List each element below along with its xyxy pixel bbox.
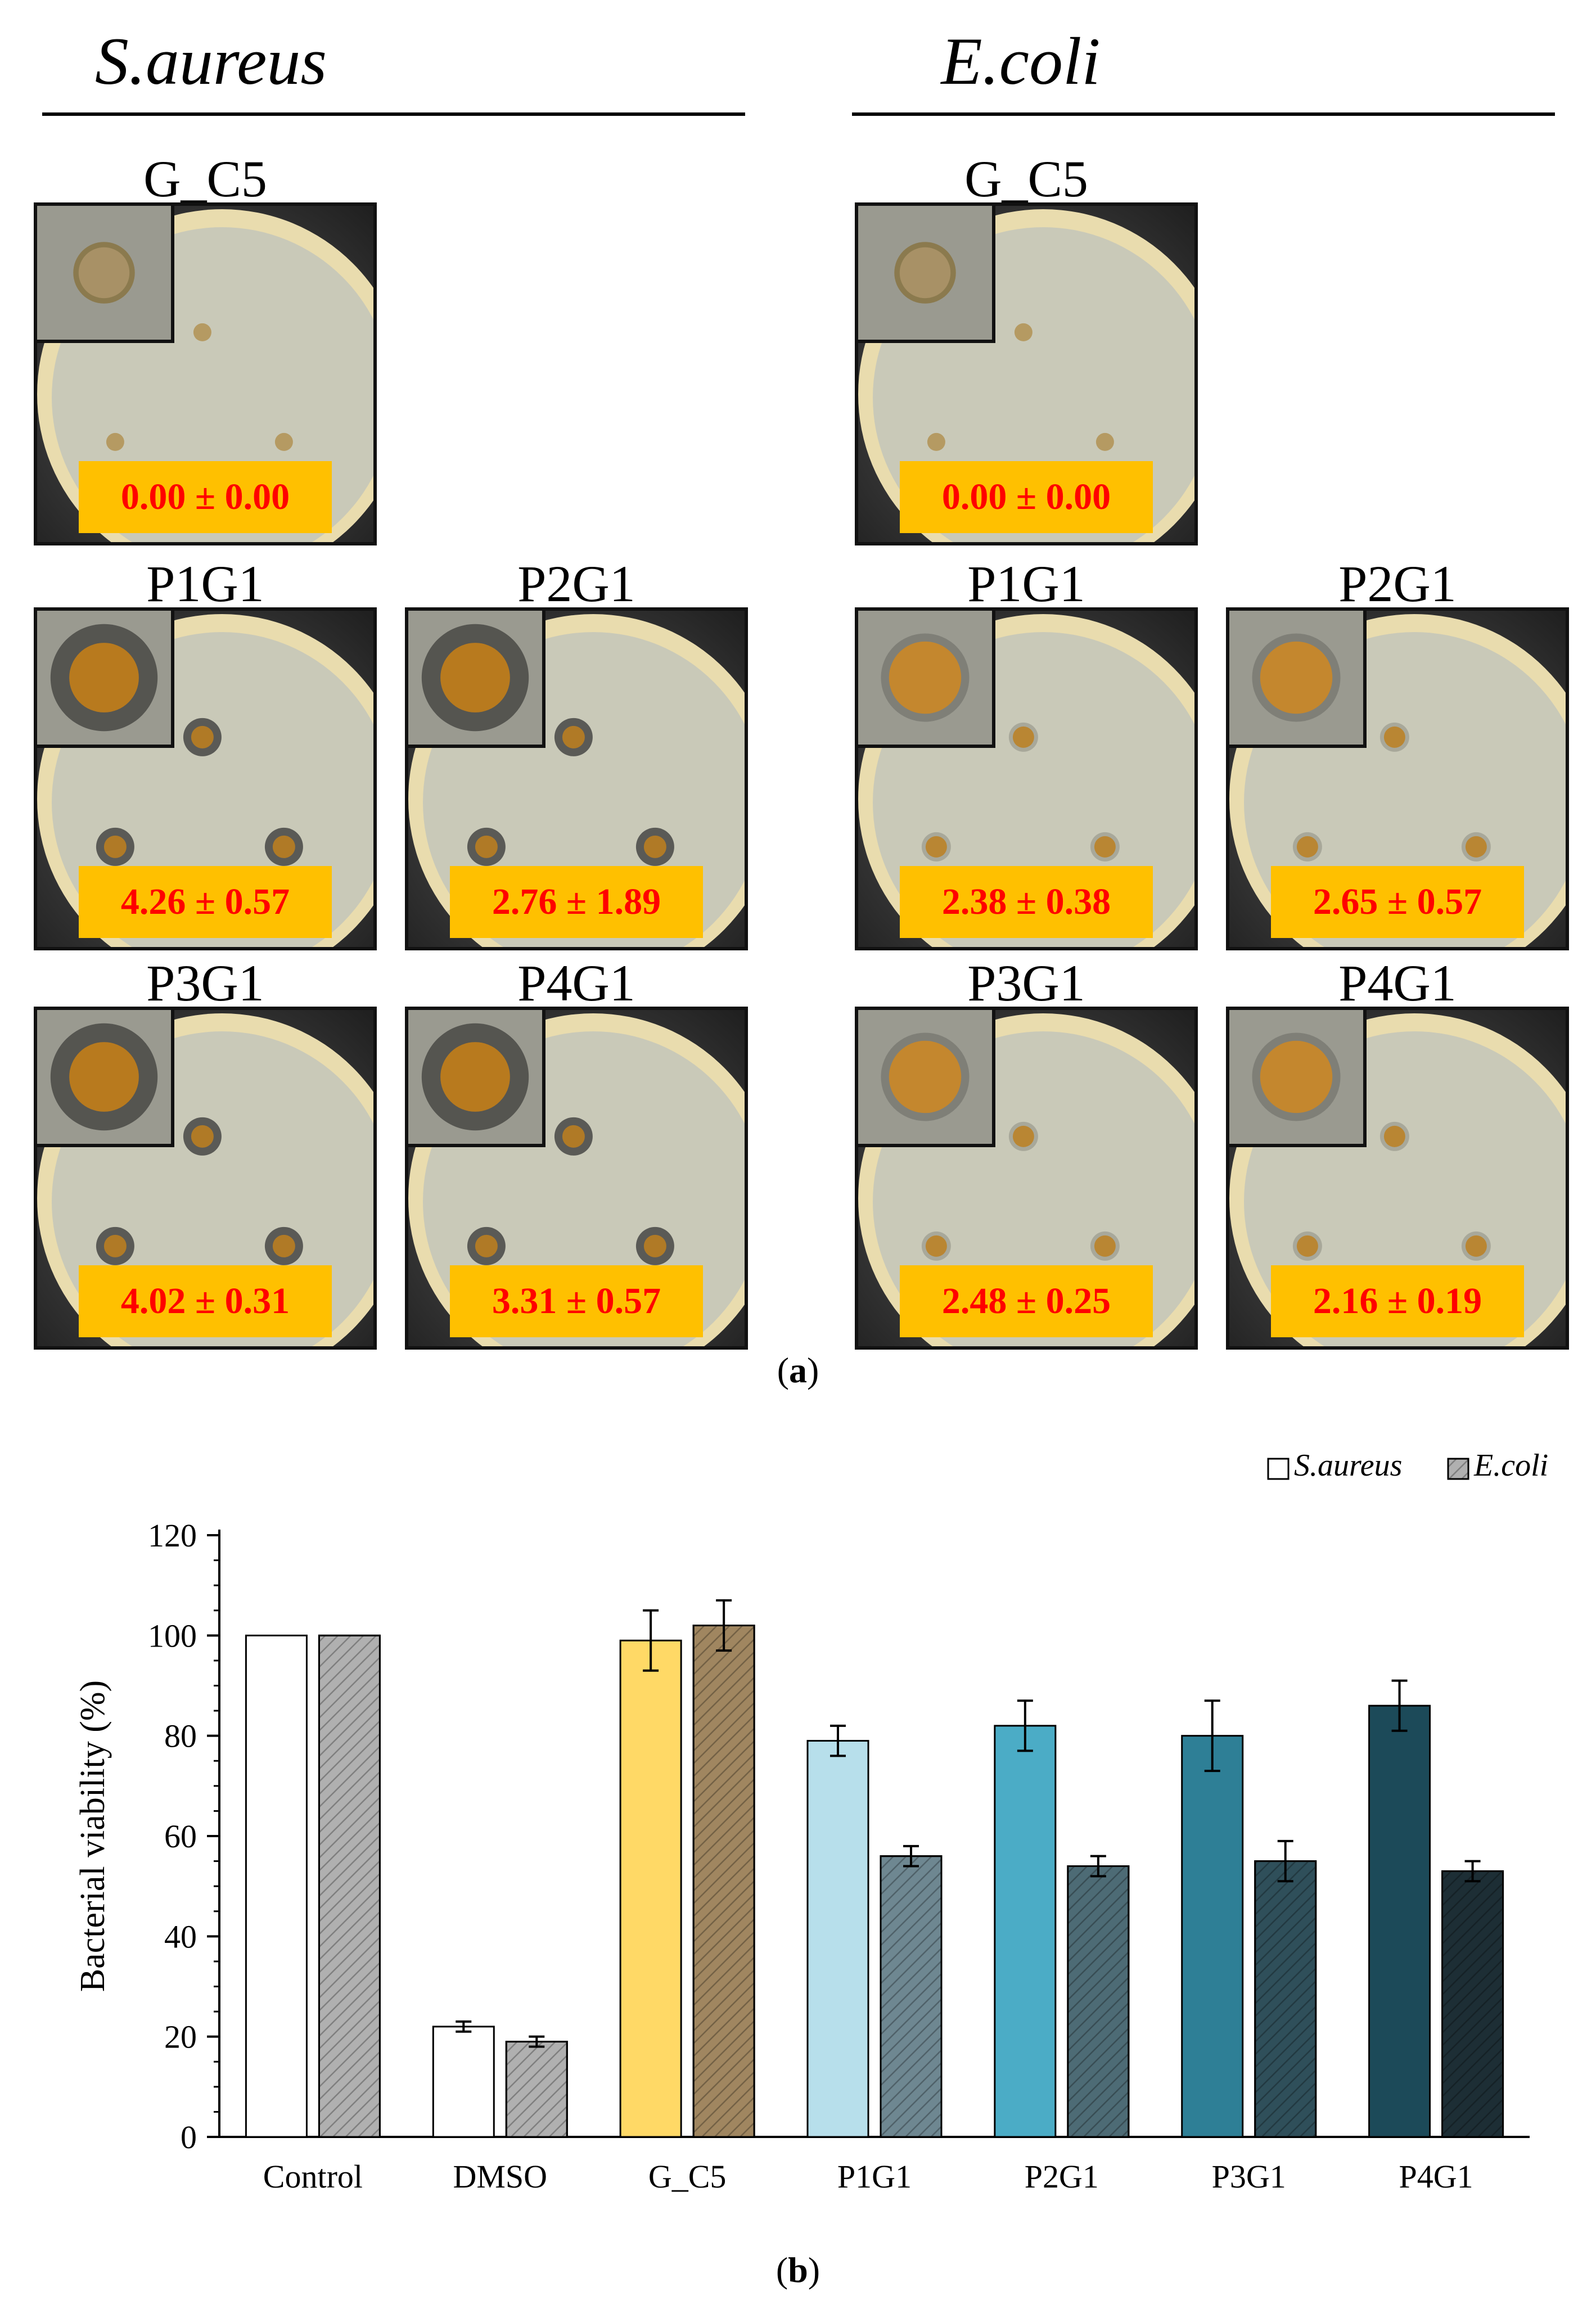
x-tick-label: P2G1: [1025, 2158, 1099, 2195]
y-axis-label: Bacterial viability (%): [74, 1680, 112, 1992]
y-tick-label: 40: [164, 1918, 197, 1955]
well-zoom-inset: [1226, 607, 1367, 748]
well-zoom-inset: [855, 202, 995, 343]
bar-hatch-overlay: [1067, 1865, 1130, 2138]
inhibition-zone-value: 2.38 ± 0.38: [900, 866, 1153, 938]
inhibition-zone-value: 2.16 ± 0.19: [1271, 1265, 1524, 1337]
well-zoom-inset: [1226, 1007, 1367, 1147]
bar-hatch-overlay: [505, 2041, 568, 2138]
y-tick-label: 60: [164, 1818, 197, 1855]
inhibition-zone-value: 3.31 ± 0.57: [450, 1265, 703, 1337]
well-zoom-inset: [855, 1007, 995, 1147]
bar-saureus: [619, 1639, 682, 2138]
bar-hatch-overlay: [692, 1625, 755, 2138]
inhibition-zone-value: 2.48 ± 0.25: [900, 1265, 1153, 1337]
x-tick-label: Control: [263, 2158, 363, 2195]
bar-hatch-overlay: [1254, 1860, 1317, 2138]
plate-label: P3G1: [146, 954, 264, 1012]
y-tick-label: 0: [181, 2119, 197, 2155]
bar-saureus: [245, 1634, 308, 2138]
bar-saureus: [432, 2026, 495, 2138]
x-tick-label: G_C5: [648, 2158, 727, 2195]
well-zoom-inset: [34, 1007, 174, 1147]
x-tick-label: P4G1: [1399, 2158, 1473, 2195]
plate-label: P1G1: [967, 555, 1085, 612]
species-title-rule: [42, 112, 745, 116]
inhibition-zone-value: 4.02 ± 0.31: [79, 1265, 332, 1337]
inhibition-zone-value: 0.00 ± 0.00: [900, 461, 1153, 533]
well-zoom-inset: [405, 607, 545, 748]
x-tick-label: P1G1: [837, 2158, 912, 2195]
x-tick-label: DMSO: [453, 2158, 547, 2195]
plate-label: P2G1: [517, 555, 635, 612]
legend-label-ecoli: E.coli: [1473, 1451, 1548, 1483]
plate-label: P2G1: [1338, 555, 1457, 612]
panel-a-caption: (a): [777, 1350, 819, 1390]
species-title-rule: [852, 112, 1555, 116]
plate-label: P1G1: [146, 555, 264, 612]
bar-hatch-overlay: [880, 1855, 943, 2138]
plate-label: G_C5: [964, 150, 1088, 208]
inhibition-zone-value: 2.76 ± 1.89: [450, 866, 703, 938]
well-zoom-inset: [405, 1007, 545, 1147]
inhibition-zone-value: 0.00 ± 0.00: [79, 461, 332, 533]
plate-label: G_C5: [143, 150, 267, 208]
well-zoom-inset: [855, 607, 995, 748]
inhibition-zone-value: 2.65 ± 0.57: [1271, 866, 1524, 938]
y-tick-label: 120: [148, 1517, 197, 1554]
plate-label: P4G1: [1338, 954, 1457, 1012]
legend-swatch-hatch: [1447, 1458, 1469, 1480]
bar-saureus: [806, 1740, 869, 2138]
y-tick-label: 100: [148, 1617, 197, 1654]
bar-saureus: [1368, 1704, 1431, 2138]
bar-saureus: [1181, 1735, 1244, 2138]
species-title: E.coli: [941, 24, 1101, 98]
bar-hatch-overlay: [318, 1634, 381, 2138]
x-tick-label: P3G1: [1212, 2158, 1286, 2195]
y-tick-label: 80: [164, 1718, 197, 1755]
species-title: S.aureus: [94, 24, 327, 98]
plate-label: P4G1: [517, 954, 635, 1012]
legend-label-saureus: S.aureus: [1294, 1451, 1402, 1483]
panel-b-caption: (b): [776, 2250, 820, 2290]
legend-swatch-saureus: [1267, 1458, 1290, 1480]
inhibition-zone-value: 4.26 ± 0.57: [79, 866, 332, 938]
well-zoom-inset: [34, 607, 174, 748]
viability-bar-chart: 0 20 40 60 80 100 120 Bacterial viability (%) Co…: [74, 1451, 1548, 2195]
bar-hatch-overlay: [1441, 1870, 1504, 2138]
y-tick-label: 20: [164, 2019, 197, 2055]
bar-saureus: [994, 1725, 1057, 2138]
plate-label: P3G1: [967, 954, 1085, 1012]
well-zoom-inset: [34, 202, 174, 343]
